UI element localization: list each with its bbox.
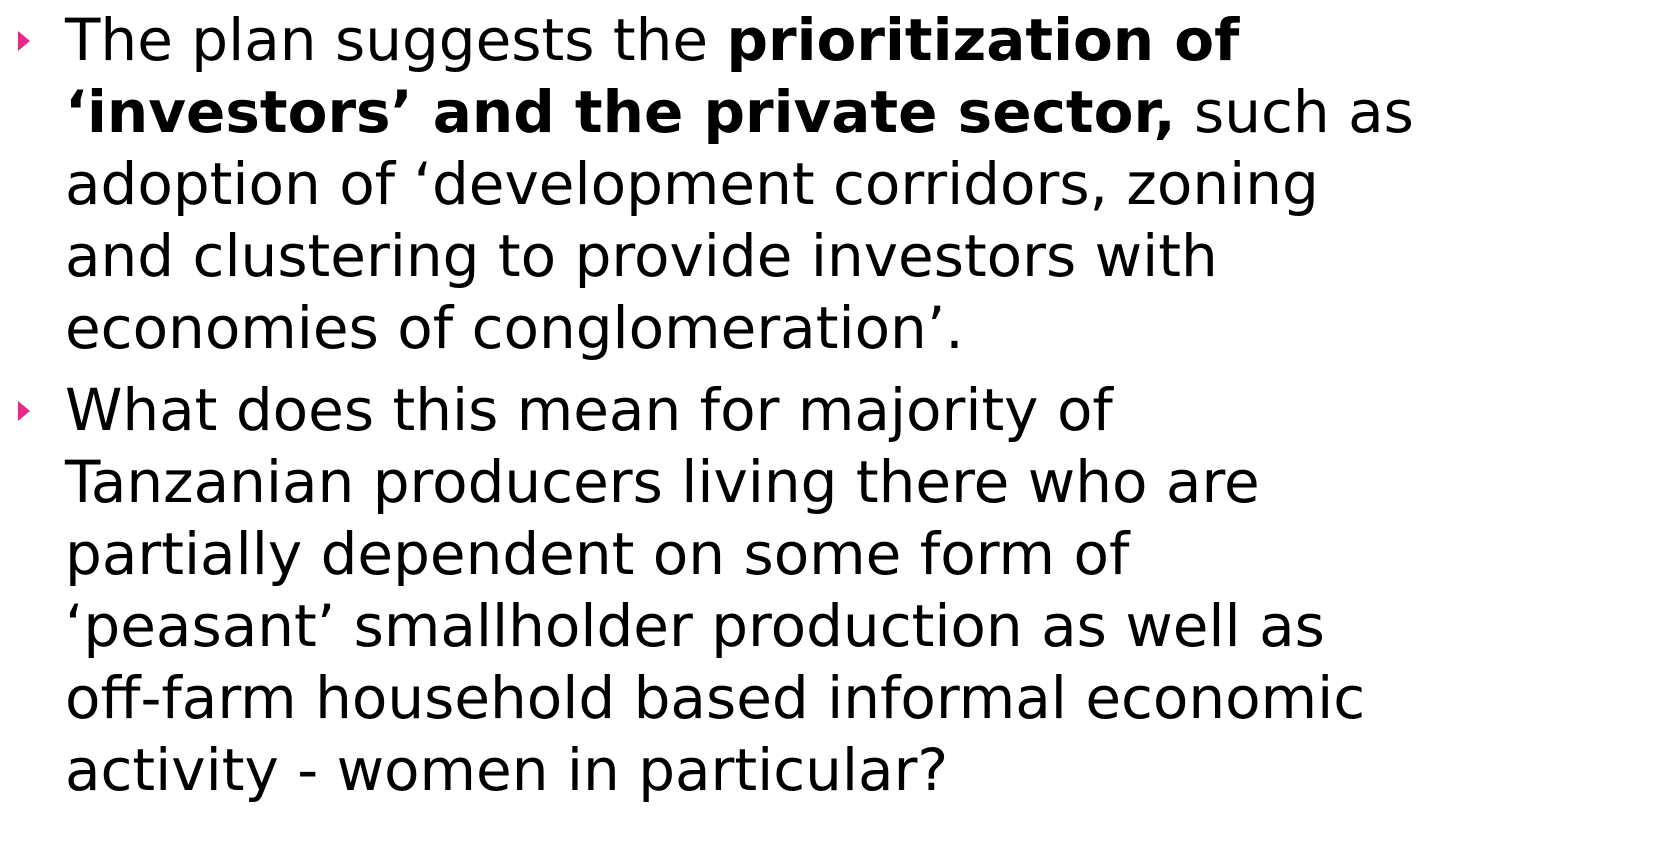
text-segment: adoption of ‘development corridors, zoni… bbox=[65, 150, 1319, 218]
text-line: partially dependent on some form of bbox=[65, 518, 1679, 590]
text-segment: ‘investors’ and the private sector, bbox=[65, 78, 1176, 146]
text-segment: activity - women in particular? bbox=[65, 736, 949, 804]
bullet-item: What does this mean for majority of Tanza… bbox=[0, 374, 1679, 806]
text-segment: ‘peasant’ smallholder production as well… bbox=[65, 592, 1325, 660]
text-segment: such as bbox=[1175, 78, 1414, 146]
text-line: ‘investors’ and the private sector, such… bbox=[65, 76, 1679, 148]
text-segment: What does this mean for majority of bbox=[65, 376, 1113, 444]
bullet-item: The plan suggests the prioritization of ‘… bbox=[0, 4, 1679, 364]
text-line: activity - women in particular? bbox=[65, 734, 1679, 806]
text-segment: economies of conglomeration’. bbox=[65, 294, 964, 362]
text-line: ‘peasant’ smallholder production as well… bbox=[65, 590, 1679, 662]
text-line: adoption of ‘development corridors, zoni… bbox=[65, 148, 1679, 220]
text-segment: off-farm household based informal econom… bbox=[65, 664, 1366, 732]
text-line: What does this mean for majority of bbox=[65, 374, 1679, 446]
text-line: economies of conglomeration’. bbox=[65, 292, 1679, 364]
text-segment: The plan suggests the bbox=[65, 6, 727, 74]
bullet-marker bbox=[18, 31, 30, 51]
text-line: The plan suggests the prioritization of bbox=[65, 4, 1679, 76]
text-segment: and clustering to provide investors with bbox=[65, 222, 1218, 290]
text-line: off-farm household based informal econom… bbox=[65, 662, 1679, 734]
text-segment: Tanzanian producers living there who are bbox=[65, 448, 1260, 516]
bullet-marker bbox=[18, 401, 30, 421]
text-line: and clustering to provide investors with bbox=[65, 220, 1679, 292]
text-segment: prioritization of bbox=[726, 6, 1240, 74]
text-segment: partially dependent on some form of bbox=[65, 520, 1130, 588]
text-line: Tanzanian producers living there who are bbox=[65, 446, 1679, 518]
